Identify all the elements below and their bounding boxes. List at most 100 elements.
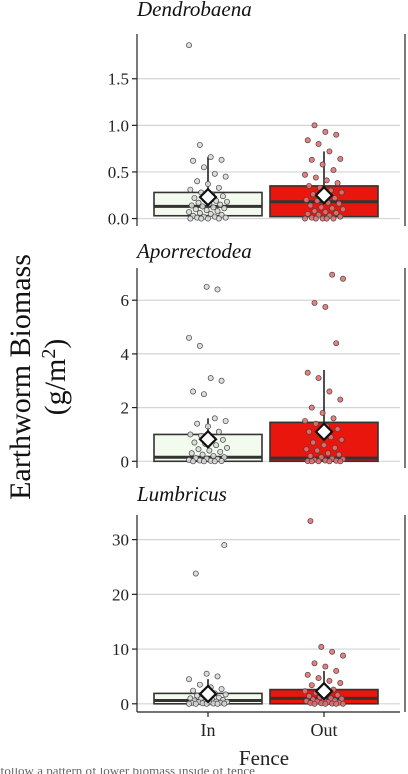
data-point (210, 204, 217, 211)
y-tick-label: 30 (112, 531, 129, 550)
data-point (326, 677, 333, 684)
data-point (315, 675, 322, 682)
panel-lumbricus: Lumbricus 0 10 20 30 (112, 482, 406, 714)
data-point (214, 700, 221, 707)
data-point (190, 388, 197, 395)
data-point (200, 164, 207, 171)
data-point (215, 184, 222, 191)
data-point (311, 122, 318, 129)
data-point (304, 369, 311, 376)
data-point (186, 334, 192, 341)
data-point (329, 205, 336, 212)
data-point (304, 671, 311, 678)
y-tick-label: 20 (112, 585, 129, 604)
data-point (203, 283, 210, 290)
data-point (186, 209, 192, 215)
data-point (214, 673, 221, 680)
data-point (190, 687, 197, 694)
data-point (224, 444, 230, 451)
data-point (196, 210, 203, 216)
data-point (221, 542, 228, 549)
data-point (318, 454, 325, 461)
data-point (196, 342, 203, 349)
data-point (337, 155, 344, 162)
data-point (322, 209, 329, 215)
y-tick-label: 0 (121, 695, 130, 714)
data-point (207, 375, 214, 382)
data-point (303, 196, 310, 203)
panel-aporrectodea: Aporrectodea 0 2 4 6 (121, 239, 406, 471)
data-point (333, 131, 340, 138)
data-point (222, 173, 229, 180)
y-tick-label: 6 (121, 291, 130, 310)
data-point (190, 157, 197, 164)
data-point (186, 700, 192, 707)
data-point (306, 182, 313, 189)
y-axis-label-superscript: 2 (38, 349, 60, 359)
data-point (217, 448, 224, 455)
data-point (218, 686, 225, 692)
data-point (222, 214, 229, 221)
y-tick-label: 4 (121, 345, 130, 364)
data-point (199, 203, 206, 210)
data-point (187, 186, 194, 193)
data-point (198, 215, 205, 222)
data-point (319, 410, 326, 416)
data-point (211, 458, 218, 465)
data-point (326, 388, 333, 395)
data-point (315, 375, 322, 382)
data-point (190, 458, 197, 465)
data-point (219, 436, 226, 443)
y-tick-label: 1.5 (108, 70, 129, 89)
data-point (218, 377, 225, 384)
data-point (215, 428, 222, 435)
data-point (330, 167, 337, 174)
data-point (312, 174, 319, 181)
data-point (302, 171, 308, 178)
data-point (331, 195, 338, 201)
data-point (333, 700, 340, 707)
data-point (219, 193, 226, 200)
box-in (153, 42, 263, 222)
data-point (304, 137, 311, 144)
data-point (218, 458, 225, 464)
box-in (153, 283, 263, 465)
data-point (221, 205, 228, 212)
data-point (213, 442, 220, 449)
data-point (200, 391, 207, 398)
data-point (210, 452, 217, 459)
data-point (338, 189, 345, 196)
data-point (330, 415, 337, 422)
data-point (337, 396, 344, 403)
data-point (221, 700, 228, 707)
data-point (319, 161, 326, 168)
data-point (307, 452, 314, 459)
y-tick-label: 10 (112, 640, 129, 659)
panel-title: Lumbricus (136, 482, 227, 506)
data-point (322, 700, 329, 707)
x-tick-label: In (201, 720, 216, 740)
data-point (312, 420, 319, 427)
data-point (326, 148, 333, 155)
data-point (329, 271, 336, 278)
data-point (315, 141, 322, 147)
data-point (337, 213, 344, 220)
data-point (207, 154, 214, 160)
data-point (217, 201, 224, 208)
panel-title: Dendrobaena (136, 0, 252, 21)
data-point (318, 204, 325, 211)
data-point (333, 668, 340, 674)
data-point (340, 652, 346, 659)
data-point (318, 643, 325, 650)
data-point (188, 202, 195, 209)
data-point (325, 450, 332, 457)
y-axis-label-close: ) (39, 339, 72, 349)
data-point (203, 207, 210, 214)
data-point (207, 210, 214, 217)
data-point (307, 202, 314, 209)
data-point (222, 691, 229, 698)
data-point (222, 418, 229, 424)
x-axis: In Out (137, 711, 400, 740)
data-point (306, 428, 313, 435)
